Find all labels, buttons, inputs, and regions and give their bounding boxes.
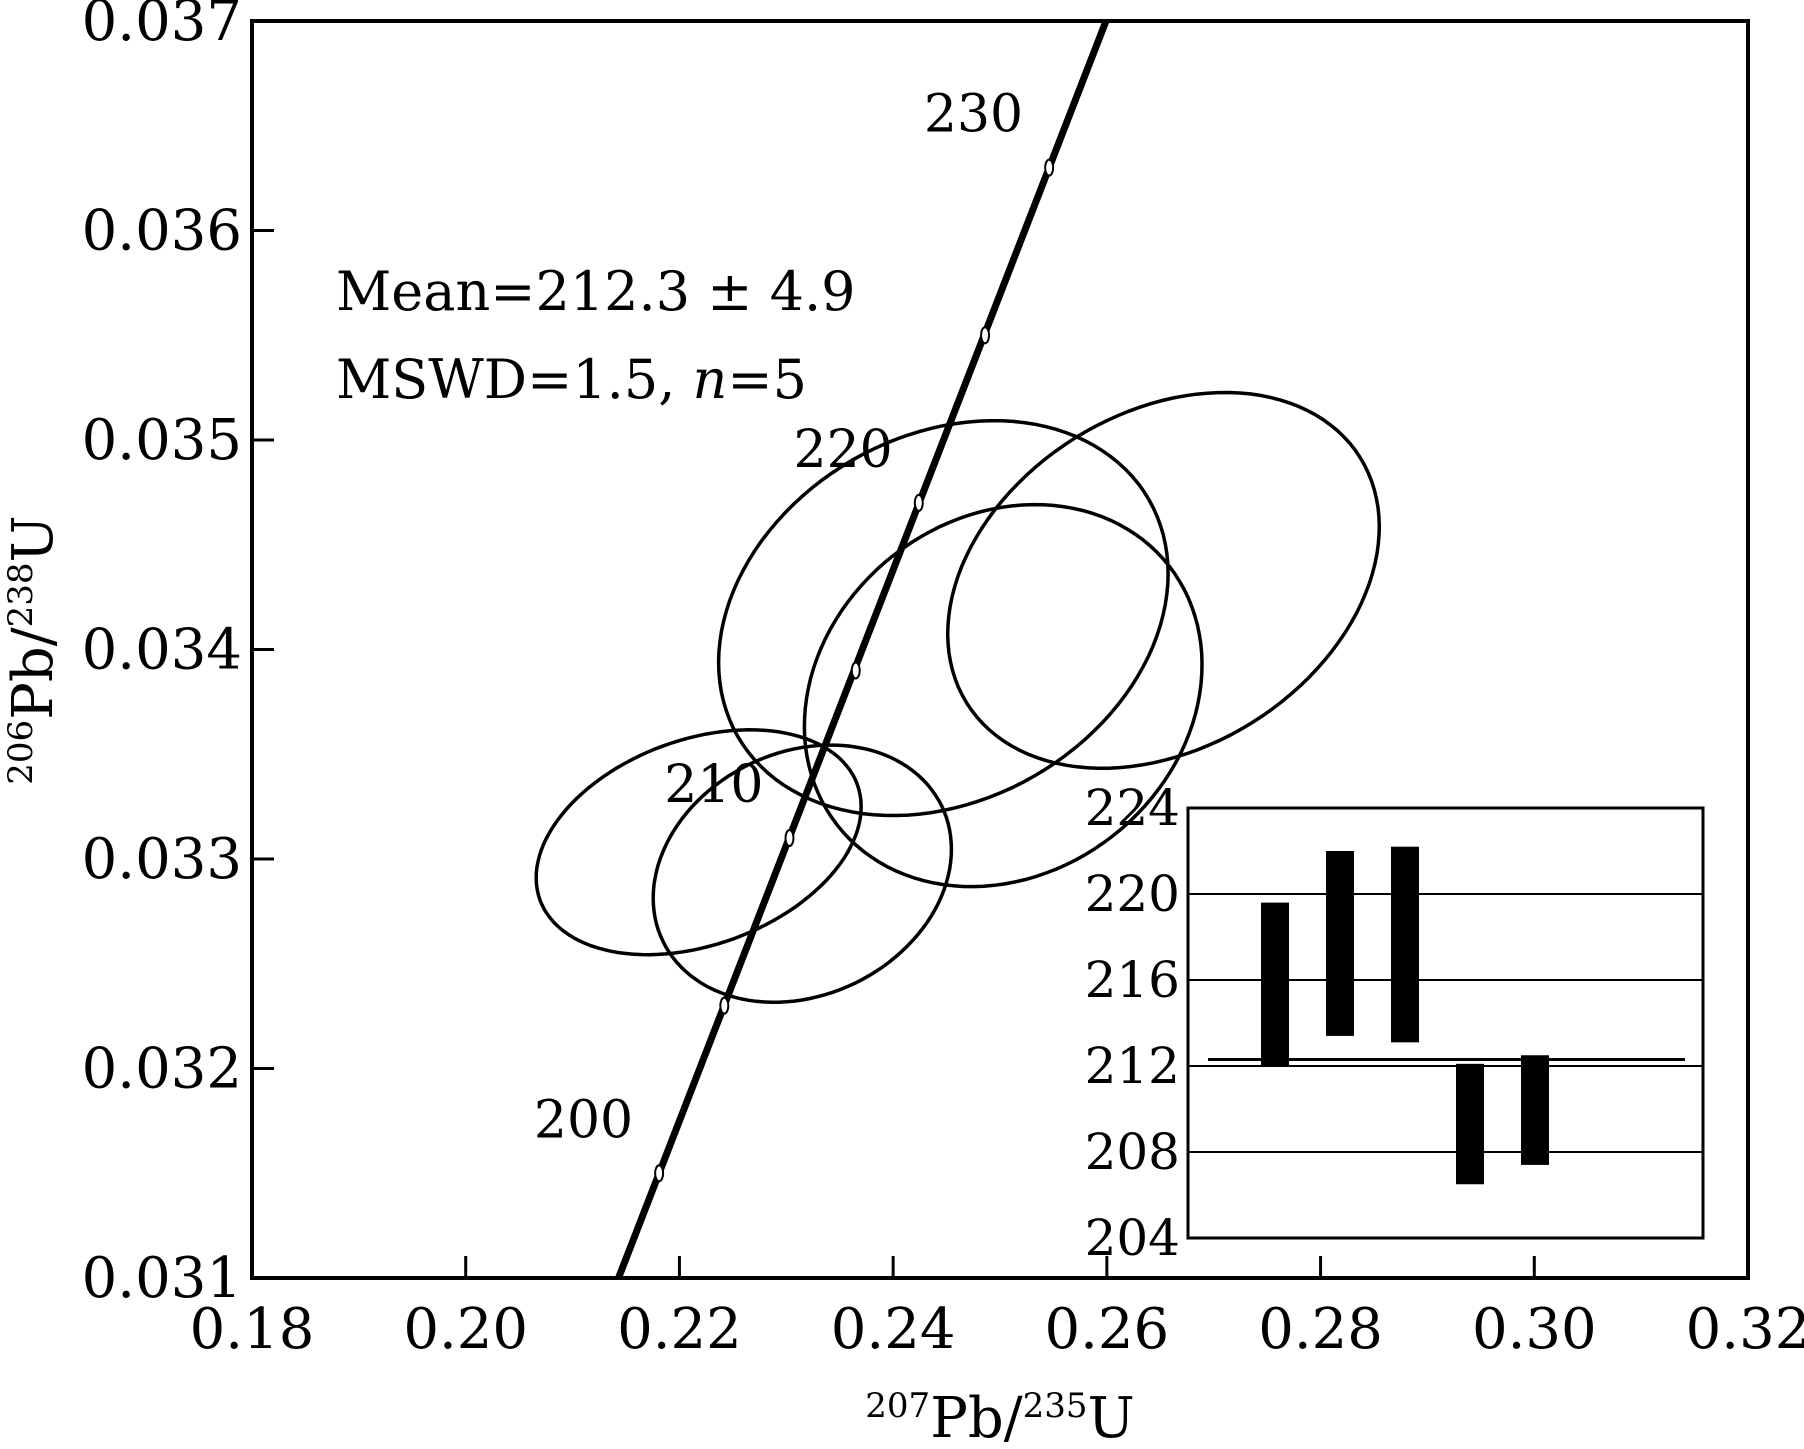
y-axis-title-sup1: 206 (1, 720, 41, 785)
mswd-n: n (693, 348, 728, 411)
y-tick-label: 0.034 (82, 618, 242, 683)
inset-age-bar (1391, 846, 1419, 1043)
y-axis-title-sup2: 238 (1, 562, 41, 627)
concordia-age-marker (980, 326, 991, 345)
concordia-age-label: 210 (664, 755, 763, 815)
inset-tick-label: 224 (1085, 779, 1180, 837)
x-axis-title-base2: U (1088, 1386, 1135, 1449)
age-bar-inset: 204 208 212 216 220 224 (1085, 779, 1705, 1267)
x-axis-title-base1: Pb/ (930, 1386, 1023, 1449)
concordia-age-marker (913, 493, 924, 512)
mean-annotation: Mean=212.3 ± 4.9 (336, 260, 856, 323)
y-tick-label: 0.037 (82, 0, 242, 54)
x-axis-ticks: 0.18 0.20 0.22 0.24 0.26 0.28 0.30 0.32 (190, 1256, 1804, 1362)
concordia-age-label: 220 (794, 420, 893, 480)
y-tick-label: 0.031 (82, 1246, 242, 1311)
x-tick-label: 0.22 (617, 1297, 742, 1362)
y-tick-label: 0.035 (82, 408, 242, 473)
mswd-prefix: MSWD=1.5, (336, 348, 693, 411)
x-axis-title-sup2: 235 (1023, 1386, 1088, 1426)
inset-age-bars (1261, 846, 1549, 1185)
concordia-curve: 200 210 220 230 (534, 19, 1110, 1280)
concordia-line (615, 19, 1110, 1280)
concordia-age-label: 200 (534, 1090, 633, 1150)
inset-frame (1186, 806, 1705, 1240)
y-tick-label: 0.033 (82, 827, 242, 892)
inset-tick-label: 212 (1085, 1037, 1180, 1095)
inset-tick-label: 220 (1085, 865, 1180, 923)
x-axis-title-sup1: 207 (865, 1386, 930, 1426)
error-ellipse (945, 390, 1382, 770)
x-tick-label: 0.28 (1258, 1297, 1383, 1362)
concordia-age-marker (654, 1164, 665, 1183)
x-axis-title: 207Pb/235U (865, 1386, 1134, 1449)
inset-age-bar (1261, 902, 1289, 1066)
x-tick-label: 0.20 (403, 1297, 528, 1362)
concordia-age-marker (719, 996, 730, 1015)
mswd-suffix: =5 (727, 348, 807, 411)
concordia-age-marker (1044, 158, 1055, 177)
x-tick-label: 0.26 (1045, 1297, 1170, 1362)
inset-tick-label: 204 (1085, 1209, 1180, 1267)
x-tick-label: 0.24 (831, 1297, 956, 1362)
inset-age-bar (1326, 851, 1354, 1036)
inset-y-ticks: 204 208 212 216 220 224 (1085, 779, 1180, 1267)
concordia-age-label: 230 (924, 85, 1023, 145)
y-axis-title-base2: U (1, 515, 66, 562)
error-ellipse (534, 728, 863, 957)
y-axis-title-base1: Pb/ (1, 627, 66, 720)
error-ellipses (534, 390, 1382, 1005)
y-tick-label: 0.032 (82, 1037, 242, 1102)
error-ellipse (716, 418, 1170, 818)
mswd-annotation: MSWD=1.5, n=5 (336, 348, 807, 411)
inset-tick-label: 216 (1085, 951, 1180, 1009)
y-axis-title: 206Pb/238U (1, 515, 66, 784)
y-tick-label: 0.036 (82, 199, 242, 264)
inset-age-bar (1456, 1063, 1484, 1185)
inset-tick-label: 208 (1085, 1123, 1180, 1181)
x-tick-label: 0.32 (1686, 1297, 1804, 1362)
x-tick-label: 0.18 (190, 1297, 315, 1362)
x-tick-label: 0.30 (1472, 1297, 1597, 1362)
concordia-age-marker (784, 829, 795, 848)
inset-age-bar (1521, 1055, 1549, 1165)
y-axis-ticks: 0.031 0.032 0.033 0.034 0.035 0.036 0.037 (82, 0, 274, 1311)
concordia-age-marker (850, 661, 861, 680)
error-ellipse (802, 502, 1204, 889)
